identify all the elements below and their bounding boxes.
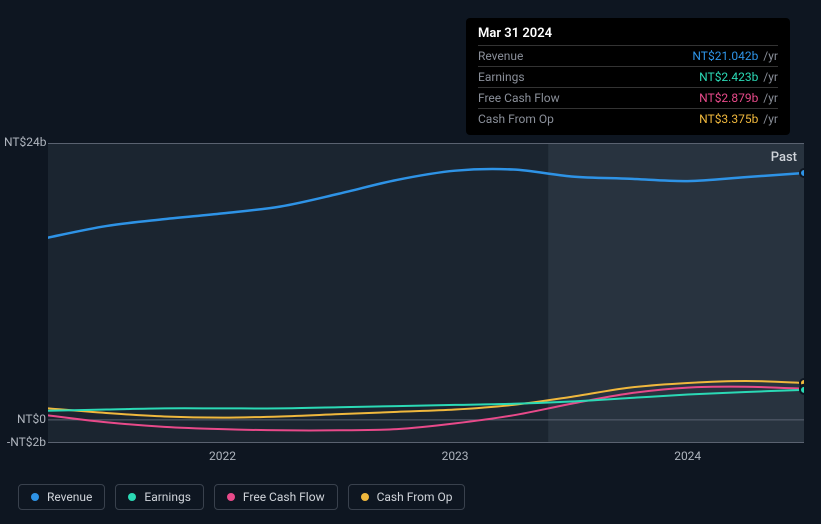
legend-item-label: Revenue bbox=[47, 490, 92, 504]
legend-dot-icon bbox=[128, 493, 136, 501]
tooltip-date: Mar 31 2024 bbox=[478, 26, 778, 41]
tooltip-row-label: Revenue bbox=[478, 49, 523, 63]
tooltip-row: Revenue NT$21.042b /yr bbox=[478, 45, 778, 66]
tooltip-row-unit: /yr bbox=[760, 91, 778, 105]
tooltip-panel: Mar 31 2024 RevenueNT$21.042b /yrEarning… bbox=[466, 18, 790, 135]
x-axis-label: 2022 bbox=[209, 449, 236, 463]
tooltip-row: Earnings NT$2.423b /yr bbox=[478, 66, 778, 87]
past-region-label: Past bbox=[771, 150, 797, 165]
x-axis-label: 2023 bbox=[442, 449, 469, 463]
tooltip-row-unit: /yr bbox=[760, 70, 778, 84]
legend-item-label: Earnings bbox=[144, 490, 191, 504]
tooltip-row-value: NT$21.042b bbox=[692, 49, 758, 63]
tooltip-row-value: NT$2.879b bbox=[699, 91, 758, 105]
legend-dot-icon bbox=[227, 493, 235, 501]
x-axis-label: 2024 bbox=[674, 449, 701, 463]
tooltip-row: Cash From Op NT$3.375b /yr bbox=[478, 108, 778, 129]
legend-item-earnings[interactable]: Earnings bbox=[115, 484, 204, 510]
tooltip-row-label: Cash From Op bbox=[478, 112, 554, 126]
legend-dot-icon bbox=[361, 493, 369, 501]
legend-item-revenue[interactable]: Revenue bbox=[18, 484, 105, 510]
tooltip-row-value: NT$2.423b bbox=[699, 70, 758, 84]
legend-item-label: Cash From Op bbox=[377, 490, 453, 504]
tooltip-row: Free Cash Flow NT$2.879b /yr bbox=[478, 87, 778, 108]
tooltip-row-value: NT$3.375b bbox=[699, 112, 758, 126]
y-axis-label: -NT$2b bbox=[4, 435, 46, 449]
legend: Revenue Earnings Free Cash Flow Cash From O… bbox=[18, 484, 465, 510]
chart-container: Mar 31 2024 RevenueNT$21.042b /yrEarning… bbox=[0, 0, 821, 524]
legend-item-label: Free Cash Flow bbox=[243, 490, 325, 504]
chart-plot[interactable] bbox=[48, 143, 804, 445]
y-axis-label: NT$0 bbox=[4, 412, 46, 426]
tooltip-row-unit: /yr bbox=[760, 49, 778, 63]
tooltip-row-label: Earnings bbox=[478, 70, 525, 84]
legend-item-cash-from-op[interactable]: Cash From Op bbox=[348, 484, 466, 510]
y-axis-label: NT$24b bbox=[4, 135, 46, 149]
tooltip-row-unit: /yr bbox=[760, 112, 778, 126]
legend-dot-icon bbox=[31, 493, 39, 501]
tooltip-row-label: Free Cash Flow bbox=[478, 91, 560, 105]
legend-item-free-cash-flow[interactable]: Free Cash Flow bbox=[214, 484, 338, 510]
